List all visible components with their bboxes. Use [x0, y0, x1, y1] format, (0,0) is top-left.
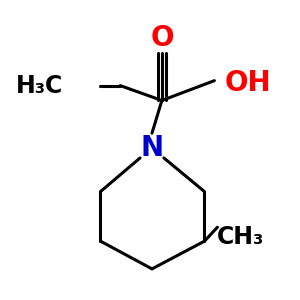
Text: H₃C: H₃C	[16, 74, 63, 98]
Text: OH: OH	[224, 69, 271, 97]
Text: CH₃: CH₃	[218, 225, 265, 249]
Text: N: N	[140, 134, 164, 162]
Text: O: O	[150, 24, 174, 52]
